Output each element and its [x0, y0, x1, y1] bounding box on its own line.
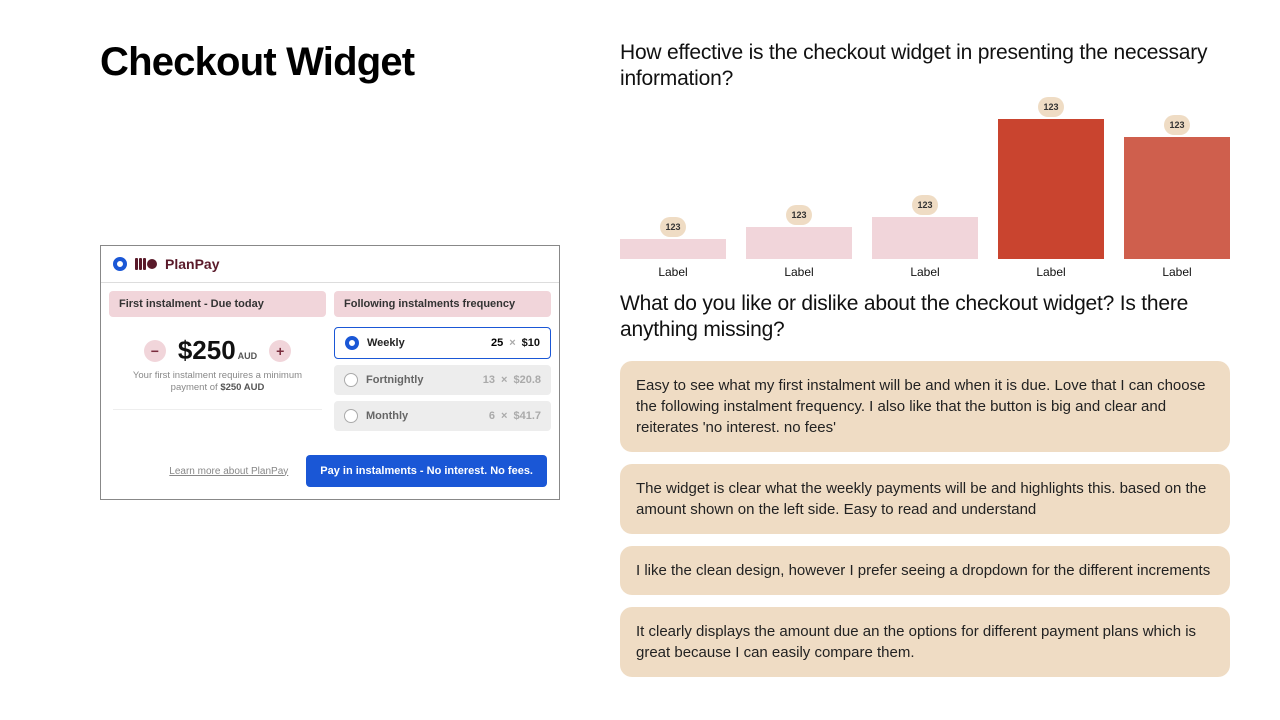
- bar-label: Label: [1162, 265, 1191, 279]
- bar-value-badge: 123: [1164, 115, 1190, 135]
- checkout-widget: PlanPay First instalment - Due today − $…: [100, 245, 560, 500]
- freq-price: 6×$41.7: [489, 410, 541, 422]
- feedback-list: Easy to see what my first instalment wil…: [620, 361, 1230, 677]
- question-2: What do you like or dislike about the ch…: [620, 291, 1230, 344]
- chart-bar: 123Label: [998, 119, 1104, 279]
- chart-bar: 123Label: [872, 217, 978, 279]
- learn-more-link[interactable]: Learn more about PlanPay: [169, 466, 288, 477]
- feedback-item: I like the clean design, however I prefe…: [620, 546, 1230, 595]
- brand-name: PlanPay: [165, 256, 219, 272]
- divider: [113, 409, 322, 410]
- feedback-item: The widget is clear what the weekly paym…: [620, 464, 1230, 534]
- bar-rect: [1124, 137, 1230, 259]
- freq-price: 13×$20.8: [483, 374, 541, 386]
- freq-radio-icon: [344, 409, 358, 423]
- chart-bar: 123Label: [1124, 137, 1230, 279]
- bar-label: Label: [1036, 265, 1065, 279]
- increase-button[interactable]: +: [269, 340, 291, 362]
- frequency-options: Weekly 25×$10 Fortnightly 13×$20.8 Monthly 6×…: [334, 327, 551, 431]
- bar-value-badge: 123: [1038, 97, 1064, 117]
- effectiveness-bar-chart: 123Label123Label123Label123Label123Label: [620, 99, 1230, 279]
- bar-value-badge: 123: [786, 205, 812, 225]
- frequency-option-fortnightly[interactable]: Fortnightly 13×$20.8: [334, 365, 551, 395]
- freq-price: 25×$10: [491, 337, 540, 349]
- bar-label: Label: [784, 265, 813, 279]
- decrease-button[interactable]: −: [144, 340, 166, 362]
- provider-radio-selected[interactable]: [113, 257, 127, 271]
- freq-name: Weekly: [367, 337, 405, 349]
- planpay-logo-icon: [135, 258, 157, 270]
- frequency-option-weekly[interactable]: Weekly 25×$10: [334, 327, 551, 359]
- pay-button[interactable]: Pay in instalments - No interest. No fee…: [306, 455, 547, 487]
- bar-rect: [620, 239, 726, 259]
- bar-label: Label: [658, 265, 687, 279]
- bar-value-badge: 123: [912, 195, 938, 215]
- freq-radio-icon: [344, 373, 358, 387]
- bar-rect: [746, 227, 852, 259]
- freq-radio-icon: [345, 336, 359, 350]
- question-1: How effective is the checkout widget in …: [620, 40, 1230, 93]
- chart-bar: 123Label: [746, 227, 852, 279]
- bar-value-badge: 123: [660, 217, 686, 237]
- bar-rect: [998, 119, 1104, 259]
- bar-label: Label: [910, 265, 939, 279]
- bar-rect: [872, 217, 978, 259]
- freq-name: Monthly: [366, 410, 408, 422]
- frequency-label: Following instalments frequency: [334, 291, 551, 317]
- widget-header: PlanPay: [101, 246, 559, 283]
- page-title: Checkout Widget: [100, 40, 560, 85]
- first-instalment-label: First instalment - Due today: [109, 291, 326, 317]
- feedback-item: It clearly displays the amount due an th…: [620, 607, 1230, 677]
- feedback-item: Easy to see what my first instalment wil…: [620, 361, 1230, 452]
- frequency-option-monthly[interactable]: Monthly 6×$41.7: [334, 401, 551, 431]
- amount-display: $250AUD: [178, 335, 257, 366]
- freq-name: Fortnightly: [366, 374, 423, 386]
- amount-value: $250: [178, 335, 236, 365]
- amount-subtext: Your first instalment requires a minimum…: [109, 370, 326, 395]
- amount-currency: AUD: [238, 351, 258, 361]
- chart-bar: 123Label: [620, 239, 726, 279]
